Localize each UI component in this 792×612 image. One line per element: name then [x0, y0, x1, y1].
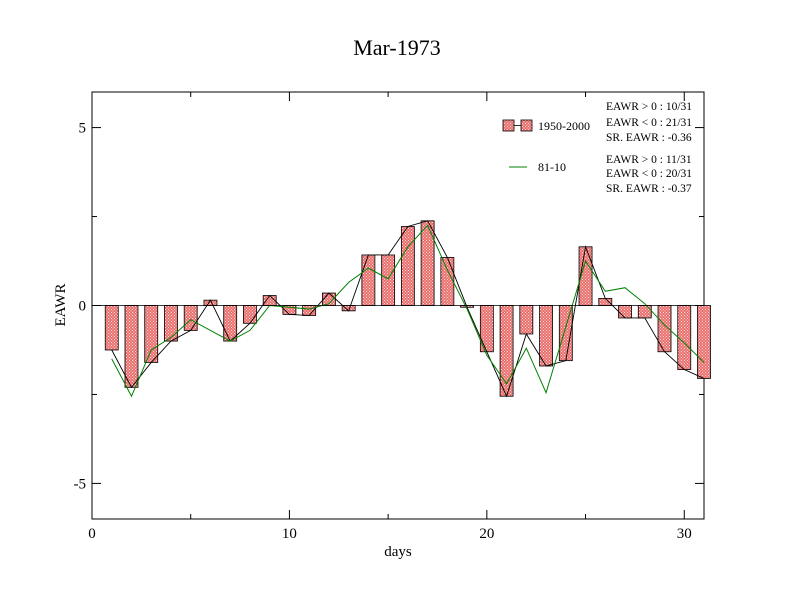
legend-bar-swatch-right — [520, 119, 533, 132]
bar-day-23 — [539, 305, 553, 367]
series-line-81-10 — [111, 224, 705, 398]
bar-day-2 — [124, 305, 139, 388]
bar-day-5 — [183, 305, 198, 331]
bar-day-16 — [400, 226, 415, 306]
legend-bar-swatch-left — [502, 119, 515, 132]
stats-1950-sr: SR. EAWR : -0.36 — [606, 132, 692, 144]
legend-line-label: 81-10 — [538, 160, 566, 174]
x-tick-label-0: 0 — [88, 526, 96, 542]
x-tick-label-10: 10 — [282, 526, 297, 542]
y-axis-label: EAWR — [53, 284, 69, 327]
axes-layer: 0 10 20 30 -5 0 5 — [74, 92, 704, 542]
legend-bar-label: 1950-2000 — [538, 119, 590, 133]
x-axis-label: days — [384, 544, 412, 560]
bar-day-28 — [637, 305, 652, 319]
stats-8110-sr: SR. EAWR : -0.37 — [606, 183, 692, 195]
bar-day-9 — [262, 295, 277, 306]
x-tick-label-20: 20 — [479, 526, 494, 542]
bar-day-18 — [440, 257, 455, 306]
stats-1950-negative: EAWR < 0 : 21/31 — [606, 117, 692, 129]
stats-8110-positive: EAWR > 0 : 11/31 — [606, 154, 692, 166]
y-tick-label--5: -5 — [74, 476, 87, 492]
bar-day-4 — [164, 305, 178, 342]
bar-day-17 — [420, 220, 435, 306]
bar-day-14 — [361, 254, 376, 306]
bar-day-8 — [243, 305, 257, 324]
y-tick-label-5: 5 — [79, 121, 87, 137]
bar-day-27 — [618, 305, 632, 319]
chart-title: Mar-1973 — [353, 35, 441, 60]
bar-day-3 — [144, 305, 159, 363]
series-line-1950-2000 — [111, 220, 705, 398]
bar-day-31 — [697, 305, 711, 379]
stats-1950-positive: EAWR > 0 : 10/31 — [606, 101, 692, 113]
bars-layer — [104, 220, 711, 397]
legend: 1950-2000 81-10 EAWR > 0 : 10/31 EAWR < … — [502, 101, 692, 195]
y-tick-label-0: 0 — [79, 299, 87, 315]
bar-day-7 — [223, 305, 238, 342]
bar-day-22 — [519, 305, 534, 335]
stats-8110-negative: EAWR < 0 : 20/31 — [606, 168, 692, 180]
bar-day-15 — [381, 254, 396, 306]
x-tick-label-30: 30 — [677, 526, 692, 542]
bar-day-1 — [104, 305, 119, 351]
bar-day-26 — [598, 297, 613, 306]
bar-day-30 — [677, 305, 692, 370]
lines-layer — [111, 220, 705, 398]
